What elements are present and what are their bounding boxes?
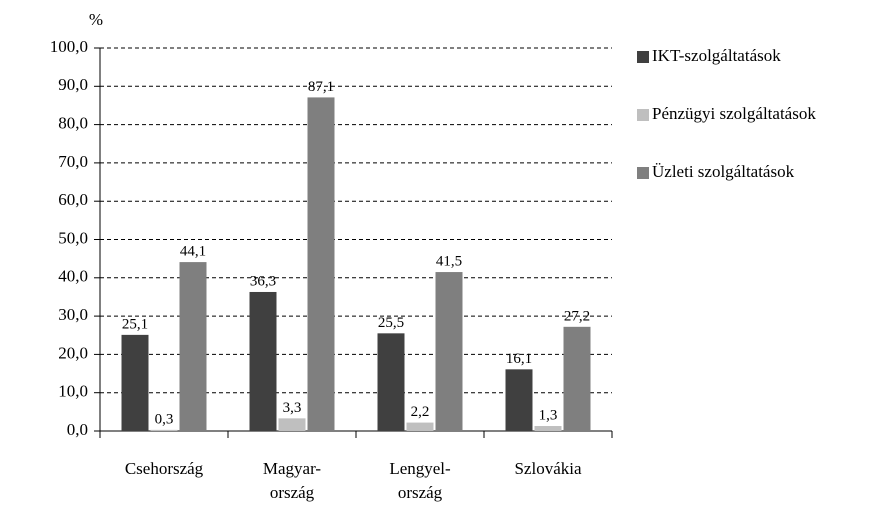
y-tick-label: 80,0 (58, 114, 88, 133)
data-label: 0,3 (155, 411, 174, 427)
y-tick-label: 0,0 (67, 420, 88, 439)
bar (534, 426, 562, 431)
legend-label: Pénzügyi szolgáltatások (652, 104, 816, 123)
y-tick-label: 90,0 (58, 75, 88, 94)
data-label: 2,2 (411, 404, 430, 420)
y-axis-label: % (89, 10, 103, 29)
legend-swatch (637, 167, 649, 179)
y-tick-label: 100,0 (50, 37, 88, 56)
bar (278, 418, 306, 431)
x-tick-label: Szlovákia (514, 459, 581, 478)
x-tick-label: Csehország (125, 459, 204, 478)
legend-label: Üzleti szolgáltatások (652, 162, 795, 181)
bar (505, 369, 533, 431)
x-tick-label: Magyar- (263, 459, 322, 478)
data-label: 1,3 (539, 407, 558, 423)
y-tick-label: 30,0 (58, 305, 88, 324)
x-tick-label: Lengyel- (389, 459, 451, 478)
bar (121, 334, 149, 431)
x-tick-label: ország (398, 483, 443, 502)
legend-swatch (637, 51, 649, 63)
bar (307, 97, 335, 432)
bar (249, 291, 277, 431)
bar (406, 422, 434, 431)
data-label: 87,1 (308, 79, 334, 95)
bar (435, 272, 463, 431)
bar (150, 429, 178, 431)
y-tick-label: 10,0 (58, 382, 88, 401)
data-label: 36,3 (250, 273, 276, 289)
data-label: 3,3 (283, 400, 302, 416)
data-label: 16,1 (506, 351, 532, 367)
y-tick-label: 60,0 (58, 190, 88, 209)
y-tick-label: 20,0 (58, 343, 88, 362)
bar (179, 262, 207, 431)
data-label: 27,2 (564, 308, 590, 324)
bar (563, 326, 591, 431)
data-label: 44,1 (180, 244, 206, 260)
legend-label: IKT-szolgáltatások (652, 46, 781, 65)
y-tick-label: 70,0 (58, 152, 88, 171)
x-tick-label: ország (270, 483, 315, 502)
data-label: 25,1 (122, 316, 148, 332)
y-tick-label: 50,0 (58, 228, 88, 247)
data-label: 25,5 (378, 315, 404, 331)
bar (377, 333, 405, 431)
legend-swatch (637, 109, 649, 121)
data-label: 41,5 (436, 253, 462, 269)
y-tick-label: 40,0 (58, 267, 88, 286)
